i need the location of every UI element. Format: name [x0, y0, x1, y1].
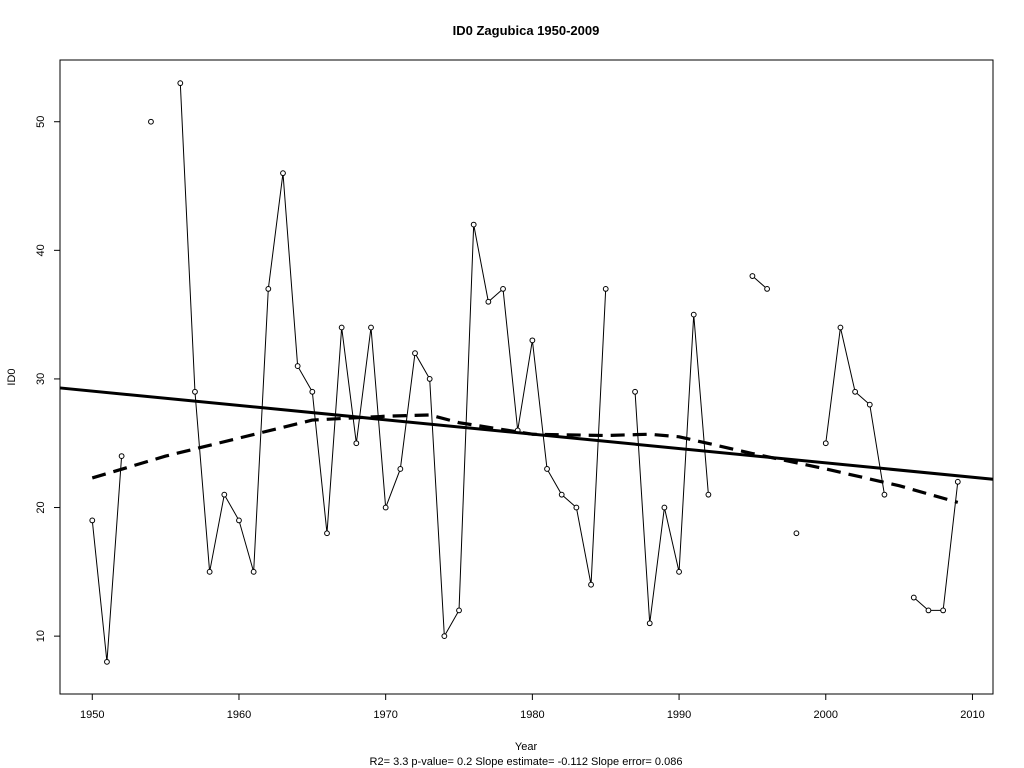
y-tick-label: 20: [35, 501, 47, 513]
data-point: [954, 478, 961, 485]
data-point: [382, 504, 389, 511]
y-tick-label: 30: [35, 373, 47, 385]
plot-frame: [59, 59, 994, 695]
x-tick-label: 2010: [960, 709, 984, 721]
data-point: [250, 568, 257, 575]
data-point: [485, 298, 492, 305]
x-tick-label: 1970: [373, 709, 397, 721]
data-point: [441, 633, 448, 640]
regression-stats-footer: R2= 3.3 p-value= 0.2 Slope estimate= -0.…: [370, 756, 683, 768]
data-point: [280, 170, 286, 177]
data-point: [89, 517, 96, 524]
data-point: [148, 118, 154, 125]
data-point: [881, 491, 888, 498]
data-point: [925, 607, 932, 614]
smoothed-trend-line: [91, 413, 959, 504]
data-point: [470, 221, 477, 228]
data-point: [866, 401, 873, 408]
data-point: [661, 504, 668, 511]
data-point: [500, 286, 506, 292]
observed-series-line: [179, 83, 607, 638]
x-axis-label: Year: [515, 741, 538, 753]
observed-series-line: [913, 481, 959, 611]
data-point: [324, 530, 330, 537]
series-layer: [59, 80, 994, 665]
data-point: [602, 286, 609, 292]
data-point: [265, 286, 272, 292]
data-point: [353, 440, 360, 447]
data-point: [588, 581, 594, 588]
data-point: [940, 607, 947, 614]
x-tick-label: 1960: [227, 709, 251, 721]
data-point: [910, 594, 917, 601]
data-point: [221, 491, 228, 498]
x-tick-label: 1990: [667, 709, 691, 721]
data-point: [236, 517, 242, 524]
data-point: [632, 388, 638, 395]
y-axis-label: ID0: [6, 368, 18, 385]
data-point: [397, 466, 404, 472]
data-point: [206, 568, 213, 575]
data-point: [646, 620, 653, 627]
data-point: [368, 324, 374, 331]
observed-series-line: [634, 314, 709, 624]
data-point: [852, 388, 859, 395]
data-point: [558, 491, 565, 498]
data-point: [177, 80, 184, 87]
data-point: [294, 363, 301, 369]
data-point: [573, 504, 580, 511]
observed-series-line: [752, 275, 768, 290]
x-tick-label: 1950: [80, 709, 104, 721]
data-point: [412, 350, 418, 357]
data-point: [456, 607, 462, 614]
y-tick-label: 40: [35, 244, 47, 256]
data-point: [749, 273, 756, 279]
data-point: [192, 388, 198, 395]
y-tick-label: 10: [35, 630, 47, 642]
data-point: [705, 491, 712, 498]
data-point: [690, 311, 697, 318]
data-point: [793, 530, 800, 537]
data-point: [338, 324, 345, 331]
y-axis: 10 20 30 40 50: [35, 116, 60, 642]
chart-title: ID0 Zagubica 1950-2009: [453, 23, 600, 38]
data-point: [676, 568, 682, 575]
data-point: [104, 658, 110, 665]
data-point: [822, 440, 829, 447]
x-tick-label: 2000: [814, 709, 838, 721]
data-point: [118, 453, 125, 459]
data-point: [529, 337, 536, 344]
data-point: [309, 388, 316, 395]
x-tick-label: 1980: [520, 709, 544, 721]
data-point: [837, 324, 844, 331]
data-point: [764, 286, 770, 292]
x-axis: 1950 1960 1970 1980 1990 2000 2010: [80, 694, 985, 721]
data-point: [544, 466, 550, 472]
y-tick-label: 50: [35, 116, 47, 128]
data-point: [426, 376, 433, 382]
